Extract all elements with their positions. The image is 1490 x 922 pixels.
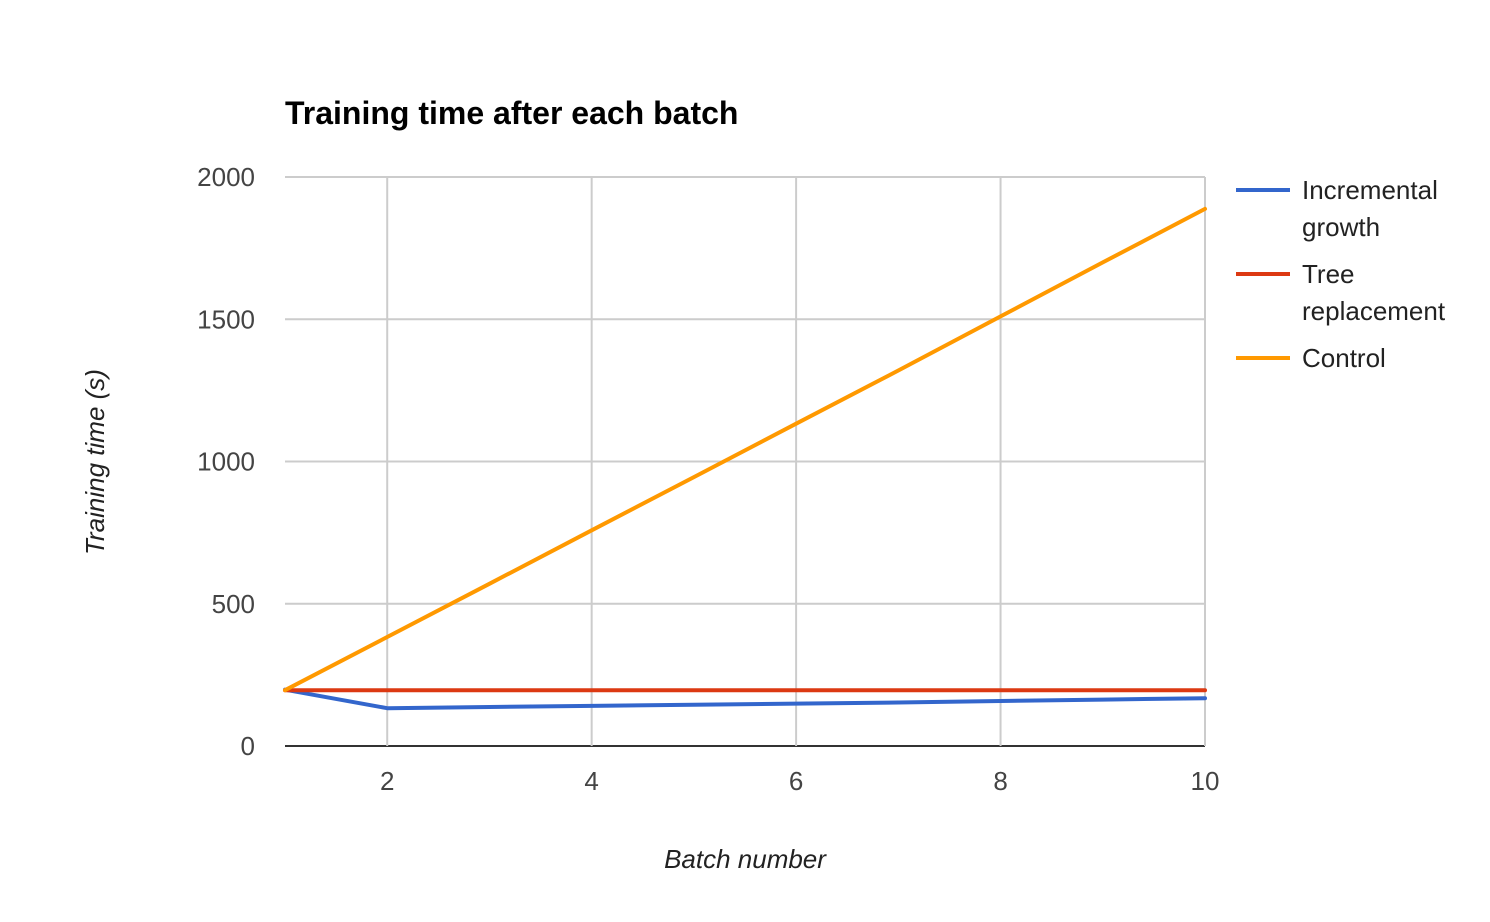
legend: Incremental growth Tree replacement Control: [1236, 175, 1446, 373]
x-tick-label: 4: [584, 766, 598, 796]
x-axis-tick-labels: 2 4 6 8 10: [380, 766, 1219, 796]
series-line-3: [283, 206, 1207, 693]
series-lines: [283, 206, 1207, 711]
legend-label: growth: [1302, 212, 1380, 242]
x-tick-label: 8: [993, 766, 1007, 796]
y-axis-label: Training time (s): [80, 369, 110, 555]
x-tick-label: 10: [1191, 766, 1220, 796]
y-tick-label: 1000: [197, 447, 255, 477]
grid-lines: [285, 176, 1206, 747]
x-axis-label: Batch number: [664, 844, 827, 874]
legend-item: Control: [1236, 343, 1386, 373]
legend-label: Tree: [1302, 259, 1355, 289]
y-tick-label: 1500: [197, 304, 255, 334]
legend-label: Control: [1302, 343, 1386, 373]
y-tick-label: 2000: [197, 162, 255, 192]
chart-title: Training time after each batch: [285, 95, 738, 131]
y-tick-label: 0: [241, 731, 255, 761]
y-axis-tick-labels: 0 500 1000 1500 2000: [197, 162, 255, 761]
legend-label: Incremental: [1302, 175, 1438, 205]
x-tick-label: 6: [789, 766, 803, 796]
x-tick-label: 2: [380, 766, 394, 796]
y-tick-label: 500: [212, 589, 255, 619]
legend-item: Tree replacement: [1236, 259, 1446, 326]
series-line-1: [283, 687, 1207, 711]
legend-item: Incremental growth: [1236, 175, 1438, 242]
legend-label: replacement: [1302, 296, 1446, 326]
